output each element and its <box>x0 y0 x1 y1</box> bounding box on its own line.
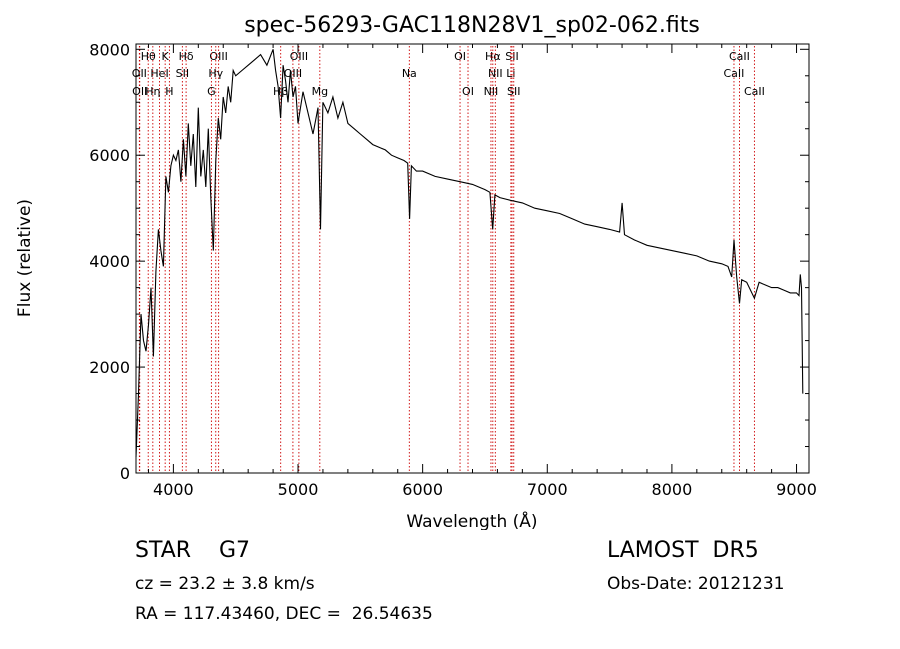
y-tick-label-4: 8000 <box>89 40 130 59</box>
x-tick-label-5: 9000 <box>776 480 817 499</box>
line-marker-label-16: Li <box>506 67 515 80</box>
line-marker-label-22: Hβ <box>273 85 288 98</box>
line-marker-label-26: SII <box>507 85 520 98</box>
spectrum-line <box>135 49 804 458</box>
y-axis-label: Flux (relative) <box>15 199 35 317</box>
line-marker-label-7: SII <box>505 50 518 63</box>
line-marker-label-1: K <box>162 50 170 63</box>
line-marker-label-6: Hα <box>485 50 501 63</box>
line-marker-label-25: NII <box>484 85 499 98</box>
y-tick-label-2: 4000 <box>89 252 130 271</box>
line-marker-label-21: G <box>207 85 216 98</box>
line-marker-label-8: CaII <box>729 50 750 63</box>
line-marker-label-2: Hδ <box>179 50 194 63</box>
chart-title: spec-56293-GAC118N28V1_sp02-062.fits <box>244 13 700 38</box>
object-class: STAR G7 <box>135 538 251 563</box>
line-marker-label-5: OI <box>454 50 466 63</box>
line-marker-label-3: OIII <box>209 50 227 63</box>
line-marker-label-17: CaII <box>724 67 745 80</box>
x-tick-label-2: 6000 <box>402 480 443 499</box>
line-marker-label-4: OIII <box>290 50 308 63</box>
radial-velocity: cz = 23.2 ± 3.8 km/s <box>135 574 315 594</box>
line-marker-label-23: Mg <box>312 85 328 98</box>
x-tick-label-4: 8000 <box>652 480 693 499</box>
line-marker-label-24: OI <box>462 85 474 98</box>
plot-frame <box>135 43 810 474</box>
x-tick-label-3: 7000 <box>527 480 568 499</box>
line-marker-label-12: Hγ <box>208 67 223 80</box>
line-marker-label-10: HeI <box>150 67 168 80</box>
spectrum-chart: spec-56293-GAC118N28V1_sp02-062.fits Hθ K… <box>15 13 817 530</box>
line-marker-label-19: Hη <box>145 85 160 98</box>
line-marker-label-11: SII <box>176 67 189 80</box>
observation-date: Obs-Date: 20121231 <box>607 574 785 594</box>
x-axis: 4000 5000 6000 7000 8000 9000 <box>147 44 817 499</box>
line-marker-label-14: Na <box>402 67 417 80</box>
y-axis: 0 2000 4000 6000 8000 <box>89 40 809 483</box>
y-tick-label-1: 2000 <box>89 358 130 377</box>
survey-release: LAMOST DR5 <box>607 538 759 563</box>
spectrum-series <box>135 49 804 458</box>
x-axis-label: Wavelength (Å) <box>406 510 537 530</box>
line-marker-label-0: Hθ <box>141 50 156 63</box>
x-tick-label-1: 5000 <box>278 480 319 499</box>
line-marker-label-20: H <box>165 85 173 98</box>
y-tick-label-3: 6000 <box>89 146 130 165</box>
x-tick-label-0: 4000 <box>153 480 194 499</box>
line-marker-label-13: OIII <box>284 67 302 80</box>
coordinates: RA = 117.43460, DEC = 26.54635 <box>135 604 433 624</box>
line-marker-label-27: CaII <box>744 85 765 98</box>
line-marker-label-15: NII <box>488 67 503 80</box>
y-tick-label-0: 0 <box>120 464 130 483</box>
